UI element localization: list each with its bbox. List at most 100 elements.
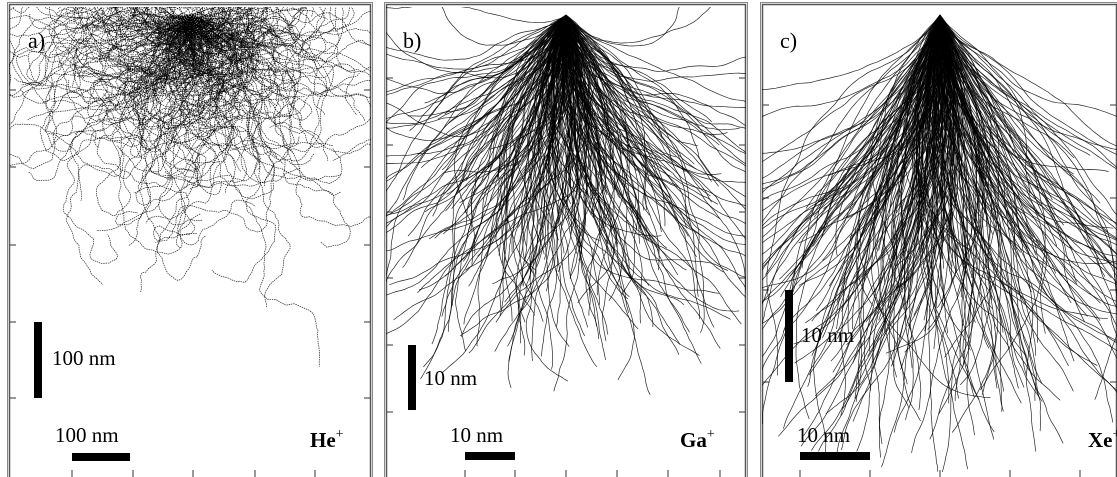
trajectory: [189, 7, 371, 227]
trajectory: [183, 14, 313, 186]
trajectory: [189, 14, 342, 196]
trajectory: [431, 15, 567, 345]
ion-name: He: [310, 428, 336, 452]
trajectories: [386, 7, 746, 395]
trajectory: [119, 14, 195, 159]
trajectory: [565, 14, 746, 153]
trajectory: [386, 14, 567, 277]
trajectory: [133, 14, 193, 150]
trajectory: [939, 14, 978, 398]
panel-frame: [384, 2, 748, 477]
trajectory: [907, 14, 951, 327]
trajectory: [565, 14, 697, 170]
trajectory: [158, 7, 191, 27]
scale-label-vertical: 10 nm: [801, 323, 854, 347]
ion-label: He+: [310, 427, 344, 452]
trajectory: [189, 14, 371, 73]
trajectory: [39, 14, 193, 162]
trajectory: [939, 14, 1091, 156]
trajectory: [535, 14, 567, 370]
trajectory: [441, 7, 567, 46]
trajectory: [189, 7, 302, 34]
trajectory: [939, 14, 1117, 328]
trajectory: [93, 7, 218, 56]
trajectory: [939, 14, 1074, 392]
trajectory: [939, 14, 1117, 265]
trajectory: [189, 14, 297, 76]
trajectory: [762, 14, 941, 223]
trajectory: [423, 14, 567, 368]
trajectory: [65, 7, 191, 60]
trajectory: [938, 14, 975, 415]
trajectory: [169, 7, 232, 51]
trajectory: [762, 14, 941, 424]
trajectory: [565, 14, 740, 131]
trajectory: [100, 7, 191, 51]
trajectory: [500, 14, 567, 323]
trajectory: [186, 14, 371, 148]
trajectory: [939, 14, 1046, 391]
trajectory: [565, 14, 746, 211]
scale-bar-horizontal: [72, 453, 130, 461]
trajectory: [386, 14, 567, 192]
trajectory: [189, 14, 358, 116]
trajectory: [939, 14, 1117, 117]
trajectory: [189, 14, 250, 109]
trajectory: [115, 14, 191, 226]
trajectory: [189, 7, 314, 36]
ion-charge: +: [1113, 427, 1117, 442]
panel-frame-inner: [8, 3, 372, 477]
trajectory: [55, 14, 191, 148]
trajectory: [762, 14, 941, 154]
scale-bar-vertical: [34, 322, 42, 398]
trajectory: [108, 14, 197, 84]
trajectory: [489, 14, 567, 201]
trajectory: [178, 7, 268, 67]
trajectory: [789, 14, 941, 277]
trajectory: [565, 14, 637, 172]
trajectory: [939, 14, 1117, 216]
trajectory: [939, 14, 1085, 322]
trajectory: [139, 14, 259, 293]
trajectory: [9, 7, 224, 37]
trajectory: [762, 14, 941, 306]
trajectory: [507, 14, 567, 347]
trajectory: [762, 14, 941, 324]
trajectory: [762, 14, 941, 268]
trajectory: [57, 7, 191, 70]
trajectory: [779, 14, 941, 280]
trajectory: [502, 14, 567, 264]
trajectory: [130, 7, 220, 158]
trajectory: [762, 14, 941, 194]
trajectory: [564, 14, 607, 193]
ion-label: Ga+: [680, 427, 715, 452]
trajectory: [189, 7, 270, 24]
trajectory: [855, 14, 941, 306]
trajectory: [417, 14, 567, 155]
trajectory: [939, 14, 1058, 247]
trajectory: [135, 7, 191, 34]
trajectory: [762, 14, 941, 185]
trajectory: [160, 7, 191, 19]
trajectory: [44, 7, 191, 52]
trajectory: [96, 14, 192, 232]
trajectory: [938, 14, 1117, 257]
trajectory: [904, 14, 942, 353]
trajectory: [189, 7, 327, 120]
panel: c) 10 nm 10 nm Xe+: [760, 2, 1117, 477]
trajectory: [187, 7, 306, 76]
trajectory: [565, 14, 712, 182]
trajectory: [939, 14, 1117, 314]
scale-label-horizontal: 10 nm: [450, 423, 503, 447]
trajectory: [762, 14, 941, 190]
trajectory: [783, 14, 941, 429]
trajectory: [488, 14, 567, 169]
trajectory: [70, 12, 191, 54]
trajectory: [74, 7, 191, 48]
ion-charge: +: [336, 427, 344, 442]
trajectory: [9, 14, 191, 97]
trajectory: [565, 14, 746, 102]
trajectory: [28, 14, 210, 182]
trajectory: [189, 14, 342, 77]
trajectory: [189, 7, 298, 47]
